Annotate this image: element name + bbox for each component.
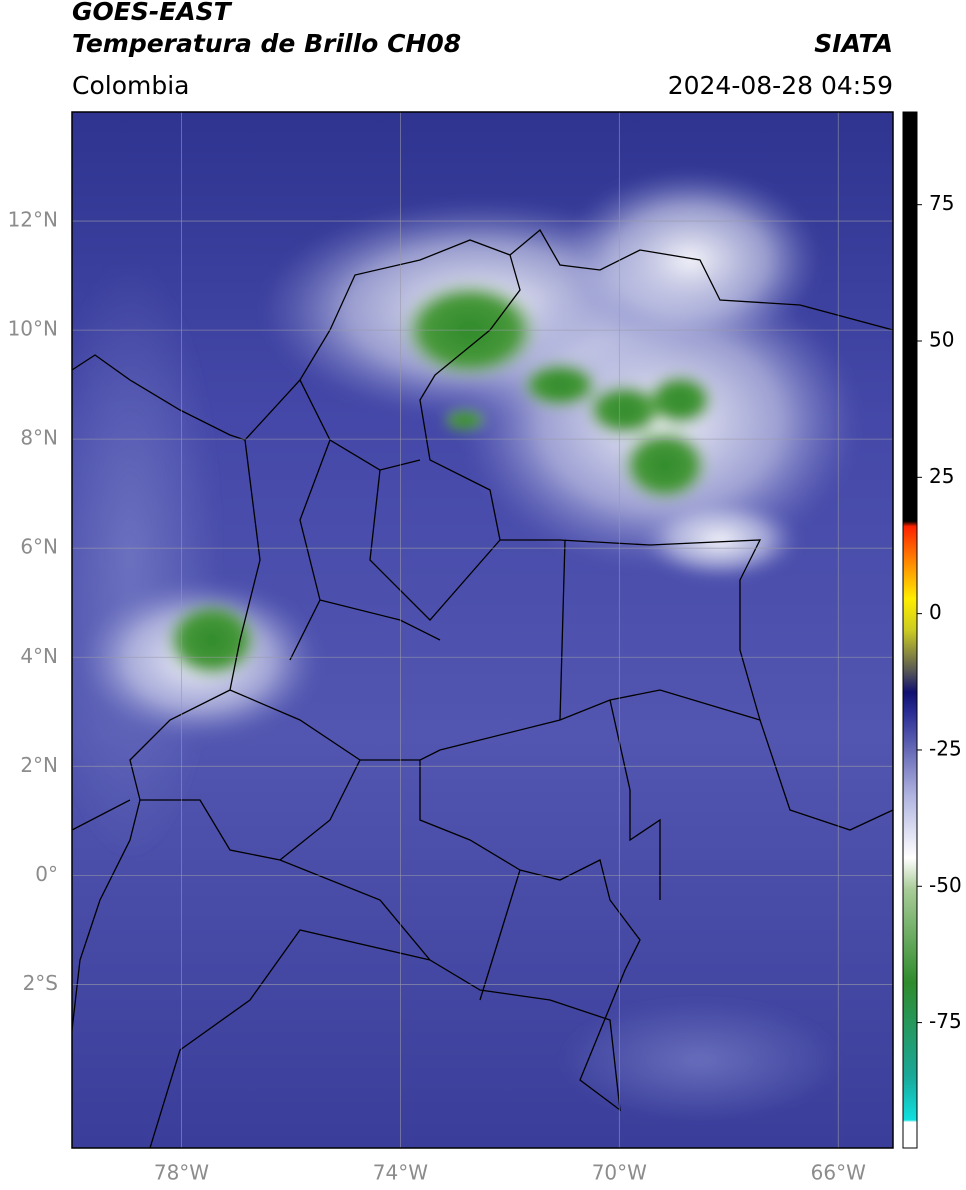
lon-tick-label: 66°W [811,1161,866,1185]
brazil-border [479,539,661,1001]
lat-tick-label: 4°N [20,644,58,668]
colorbar-tick-label: 75 [929,191,954,215]
lon-tick-label: 78°W [154,1161,209,1185]
colorbar-tick-label: -25 [929,736,962,760]
colorbar-tick-label: -75 [929,1009,962,1033]
agency: SIATA [814,29,893,58]
panama-coast [72,354,246,441]
colorbar-tick-label: -50 [929,873,962,897]
ecuador-peru [72,719,893,1148]
lat-tick-label: 10°N [8,317,58,341]
lat-tick-label: 6°N [20,535,58,559]
lat-tick-label: 8°N [20,426,58,450]
timestamp: 2024-08-28 04:59 [668,71,893,100]
lat-tick-label: 0° [35,862,58,886]
title: GOES-EAST [72,0,233,26]
colorbar-tick-label: 50 [929,328,954,352]
lat-tick-label: 2°N [20,753,58,777]
lat-tick-label: 2°S [23,971,58,995]
venezuela-coast [509,229,893,331]
lat-tick-label: 12°N [8,208,58,232]
colorbar-tick-label: 25 [929,464,954,488]
subtitle: Temperatura de Brillo CH08 [72,29,461,58]
gridlines [72,112,893,1148]
lon-tick-label: 70°W [592,1161,647,1185]
cloud-field [72,170,860,1120]
colorbar-tick-label: 0 [929,600,942,624]
map-frame [71,111,894,1149]
colorbar [902,111,918,1149]
lon-tick-label: 74°W [373,1161,428,1185]
colombia-border [129,239,762,1112]
map-image [72,112,893,1148]
region: Colombia [72,71,189,100]
